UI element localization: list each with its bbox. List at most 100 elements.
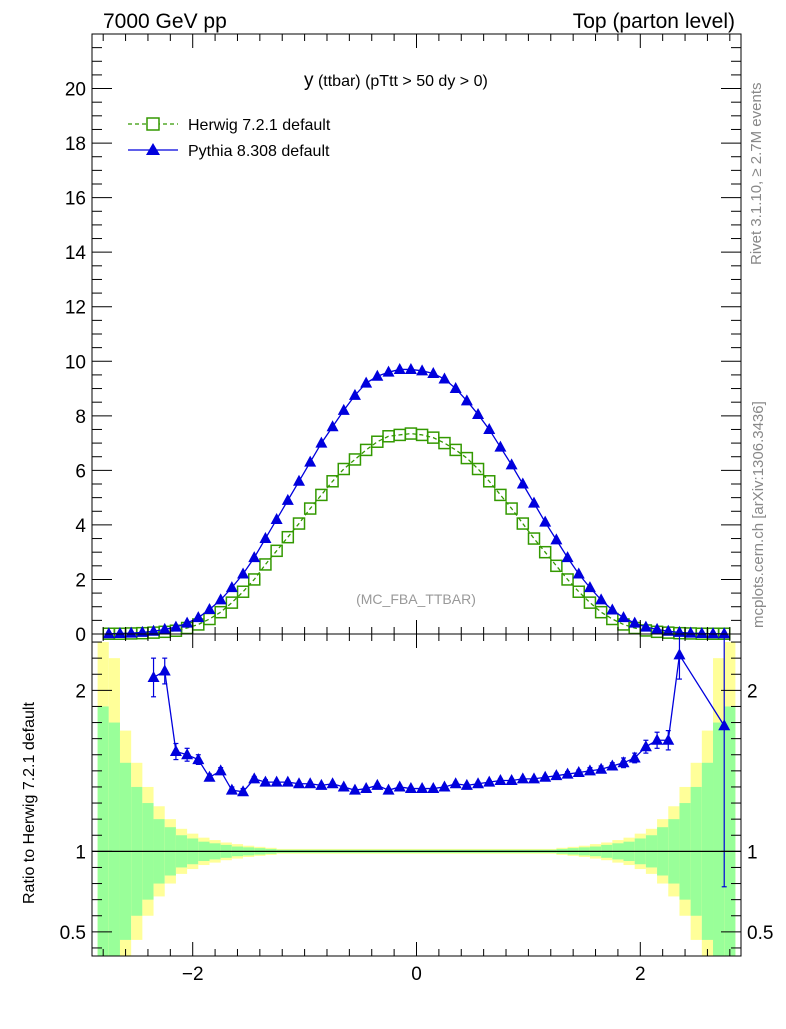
ratio-pythia-point	[539, 770, 552, 782]
ratio-pythia-point	[662, 733, 675, 745]
ratio-pythia-point	[371, 778, 384, 790]
ratio-pythia-point	[393, 780, 406, 792]
legend: Herwig 7.2.1 default Pythia 8.308 defaul…	[128, 117, 331, 160]
ratio-axes: 0.5 0.5 1 1 2 2 −2 0 2	[60, 634, 773, 985]
plot-title: y (ttbar) (pTtt > 50 dy > 0)	[304, 70, 488, 91]
ratio-pythia-point	[639, 740, 652, 752]
pythia-point	[102, 627, 115, 639]
pythia-point	[718, 627, 731, 639]
pythia-point	[360, 376, 373, 388]
ratio-pythia-point	[214, 764, 227, 776]
ratio-pythia-point	[147, 670, 160, 682]
herwig-point	[561, 573, 574, 586]
ratio-pythia-point	[337, 780, 350, 792]
header-left-label: 7000 GeV pp	[103, 10, 227, 33]
pythia-point	[315, 436, 328, 448]
pythia-point	[472, 407, 485, 419]
legend-pythia-marker	[146, 143, 160, 155]
pythia-point	[348, 388, 361, 400]
pythia-point	[203, 602, 216, 614]
herwig-point	[270, 544, 283, 558]
pythia-point	[449, 382, 462, 394]
herwig-line	[108, 432, 725, 635]
pythia-point	[281, 493, 294, 505]
pythia-point	[214, 593, 227, 605]
main-ytick-label: 18	[65, 134, 86, 155]
ratio-pythia-point	[158, 664, 171, 676]
herwig-point	[550, 559, 563, 573]
ratio-ytick-label-right: 2	[747, 681, 758, 702]
ratio-pythia-point	[527, 772, 540, 784]
ratio-pythia-point	[449, 777, 462, 789]
pythia-point	[181, 616, 194, 628]
ratio-pythia-point	[416, 782, 429, 794]
ratio-xtick-label: 2	[635, 964, 646, 985]
herwig-point	[326, 475, 339, 488]
plot-title-rest: (ttbar) (pTtt > 50 dy > 0)	[314, 73, 488, 90]
herwig-point	[225, 596, 239, 609]
legend-herwig-label: Herwig 7.2.1 default	[188, 117, 331, 134]
pythia-point	[583, 581, 596, 593]
pythia-point	[617, 611, 630, 623]
herwig-point	[471, 462, 485, 476]
pythia-point	[192, 611, 205, 623]
pythia-point	[125, 626, 138, 638]
ratio-pythia-point	[651, 733, 664, 745]
legend-herwig-marker	[146, 117, 160, 131]
ratio-pythia-point	[561, 767, 574, 779]
ratio-pythia-point	[628, 751, 641, 763]
pythia-point	[270, 512, 283, 524]
pythia-point	[505, 458, 518, 470]
ratio-pythia-point	[483, 775, 496, 787]
pythia-point	[516, 477, 529, 489]
pythia-point	[539, 515, 552, 527]
pythia-point	[326, 420, 339, 432]
pythia-point	[404, 362, 417, 374]
herwig-point	[606, 612, 619, 626]
ratio-pythia-line	[153, 653, 725, 793]
pythia-point	[438, 372, 451, 384]
ratio-band-inner	[713, 722, 725, 956]
herwig-point	[516, 517, 530, 530]
herwig-point	[281, 530, 295, 544]
ratio-pythia-point	[281, 775, 294, 787]
herwig-point	[248, 573, 261, 586]
ratio-ylabel: Ratio to Herwig 7.2.1 default	[21, 702, 38, 904]
ratio-pythia-point	[382, 783, 395, 795]
ratio-pythia-point	[169, 745, 182, 757]
ratio-xtick-label: −2	[182, 964, 204, 985]
pythia-point	[237, 567, 250, 579]
ratio-pythia-point	[472, 777, 485, 789]
pythia-point	[382, 365, 395, 377]
ratio-pythia-point	[583, 764, 596, 776]
ratio-pythia-point	[516, 772, 529, 784]
ratio-ytick-label-right: 0.5	[747, 923, 773, 944]
ratio-pythia-point	[304, 777, 317, 789]
ratio-pythia-point	[427, 782, 440, 794]
main-ytick-label: 2	[75, 570, 86, 591]
ratio-pythia-point	[460, 778, 473, 790]
herwig-point	[348, 453, 362, 466]
ratio-bands	[97, 642, 736, 956]
herwig-point	[303, 502, 317, 515]
pythia-point	[572, 567, 585, 579]
ratio-ytick-label: 0.5	[60, 923, 86, 944]
ratio-ytick-label: 2	[75, 681, 86, 702]
pythia-point	[662, 624, 675, 636]
ratio-pythia-point	[360, 782, 373, 794]
ratio-pythia-point	[595, 762, 608, 774]
ratio-panel: 0.5 0.5 1 1 2 2 −2 0 2 Ratio to Herwig 7.2.1 def…	[21, 633, 773, 985]
rivet-label: Rivet 3.1.10, ≥ 2.7M events	[748, 83, 765, 266]
ratio-pythia-point	[572, 765, 585, 777]
herwig-point	[527, 532, 541, 545]
legend-pythia-label: Pythia 8.308 default	[188, 143, 330, 160]
main-panel: 0 2 4 6 8 10 12 14 16 18 20 y (ttbar) (pTtt > 50 d…	[65, 33, 742, 646]
pythia-point	[494, 440, 507, 452]
ratio-pythia-point	[505, 774, 518, 786]
ratio-pythia-point	[181, 748, 194, 760]
herwig-point	[460, 451, 474, 465]
pythia-point	[225, 581, 238, 593]
pythia-point	[561, 551, 574, 563]
herwig-point	[505, 502, 518, 515]
pythia-point	[651, 622, 664, 634]
